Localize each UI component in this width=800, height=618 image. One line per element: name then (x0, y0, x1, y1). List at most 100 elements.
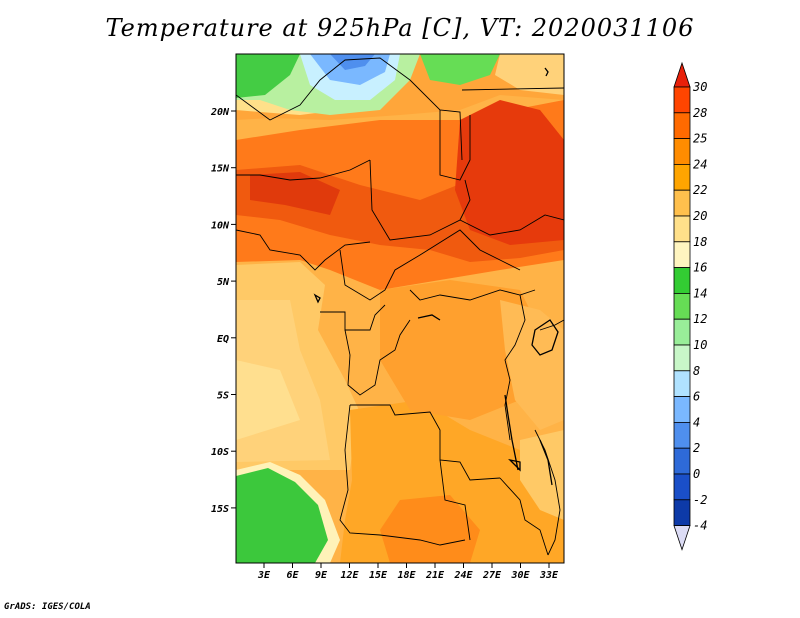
colorbar-swatch (673, 344, 691, 372)
border-nigeria (236, 229, 371, 271)
colorbar-label: 0 (693, 467, 700, 481)
border-sudan-south (459, 214, 564, 236)
colorbar-label: 30 (692, 80, 707, 94)
lat-tick-label: EQ (217, 334, 229, 345)
colorbar-label: -4 (693, 519, 707, 533)
lon-tick-label: 18E (397, 570, 416, 581)
field-north-deepblue (330, 54, 375, 70)
colorbar-label: 12 (693, 312, 707, 326)
field-east-south (520, 430, 564, 520)
field-west-hot (250, 172, 340, 215)
colorbar-label: 6 (693, 390, 700, 404)
lon-tick-label: 3E (257, 570, 271, 581)
lakes (313, 67, 559, 486)
lat-tick-label: 15N (211, 164, 230, 175)
border-zambia-east (499, 477, 549, 556)
border-north (236, 57, 463, 161)
lat-tick-label: 5S (217, 391, 229, 402)
colorbar-label: 2 (693, 441, 700, 455)
country-borders (236, 57, 564, 556)
colorbar-swatch (673, 86, 691, 114)
colorbar-label: 4 (693, 415, 700, 429)
lon-tick-label: 27E (482, 570, 502, 581)
colorbar-swatch (673, 189, 691, 217)
lake-victoria (531, 319, 559, 356)
colorbar-bottom-arrow (673, 525, 691, 551)
colorbar-label: 16 (693, 261, 707, 275)
border-egypt-sudan (461, 87, 564, 91)
border-gabon (320, 304, 386, 331)
lake-tanganyika (504, 394, 519, 471)
latitude-ticks: 20N 15N 10N 5N EQ 5S 10S 15S (210, 107, 236, 515)
lon-tick-label: 24E (453, 570, 473, 581)
border-car (339, 229, 521, 301)
lake-mweru (508, 458, 521, 472)
colorbar-swatch (673, 370, 691, 397)
temperature-field (236, 54, 564, 563)
coast-northeast (544, 67, 549, 77)
longitude-ticks: 3E 6E 9E 12E 15E 18E 21E 24E 27E 30E 33E (257, 563, 559, 581)
colorbar-swatch (673, 163, 691, 191)
island-bioko (313, 293, 321, 304)
colorbar-swatch (673, 138, 691, 165)
colorbar-swatch (673, 112, 691, 140)
lat-tick-label: 10S (211, 447, 229, 458)
colorbar-label: 14 (693, 286, 707, 300)
border-kenya (539, 319, 564, 331)
colorbar-swatch (673, 215, 691, 243)
field-congo (380, 280, 540, 420)
lon-tick-label: 21E (425, 570, 445, 581)
border-chad-libya (439, 110, 471, 181)
colorbar-swatch (673, 267, 691, 294)
lon-tick-label: 15E (369, 570, 388, 581)
colorbar-label: -2 (693, 493, 707, 507)
field-northeast-green (420, 54, 500, 85)
lon-tick-label: 9E (315, 570, 328, 581)
lake-mai-ndombe (417, 314, 441, 321)
lat-tick-label: 15S (211, 504, 229, 515)
border-niger-chad (369, 159, 471, 241)
border-drc-east (504, 294, 526, 441)
colorbar-label: 25 (693, 132, 707, 146)
colorbar-swatch (673, 473, 691, 501)
colorbar-swatch (673, 292, 691, 320)
map-frame (235, 53, 565, 564)
border-congo (344, 319, 411, 396)
colorbar-label: 10 (693, 338, 707, 352)
lat-tick-label: 5N (217, 277, 230, 288)
colorbar-swatch (673, 447, 691, 475)
grads-credit: GrADS: IGES/COLA (4, 602, 91, 612)
field-east-highlands (500, 300, 564, 430)
colorbar-swatch (673, 241, 691, 269)
colorbar-top-arrow (673, 61, 691, 88)
colorbar-swatch (673, 421, 691, 449)
border-sahel-west (236, 159, 371, 181)
lat-tick-label: 20N (210, 107, 230, 118)
lon-tick-label: 12E (340, 570, 359, 581)
colorbar-label: 8 (693, 364, 700, 378)
border-angola-namibia (339, 404, 466, 546)
field-northwest-green (236, 54, 300, 98)
colorbar-label: 20 (693, 209, 707, 223)
colorbar-swatch (673, 396, 691, 423)
field-zambia-hot (380, 495, 480, 563)
colorbar-label: 18 (693, 235, 707, 249)
field-northeast-pale (495, 54, 564, 95)
colorbar-swatch (673, 499, 691, 526)
field-ocean-cool (236, 360, 300, 440)
colorbar-label: 28 (693, 106, 707, 120)
colorbar-swatch (673, 318, 691, 346)
lon-tick-label: 30E (510, 570, 530, 581)
map-title: Temperature at 925hPa [C], VT: 202003110… (105, 14, 695, 42)
border-zambia-west (439, 459, 471, 541)
lon-tick-label: 33E (539, 570, 559, 581)
colorbar-label: 22 (693, 183, 707, 197)
lat-tick-label: 10N (211, 220, 230, 231)
field-sudan-hottest (455, 100, 564, 245)
border-angola-drc (350, 404, 501, 481)
lake-malawi (539, 439, 553, 486)
field-south-green (236, 468, 328, 563)
field-north-blue (310, 54, 390, 85)
